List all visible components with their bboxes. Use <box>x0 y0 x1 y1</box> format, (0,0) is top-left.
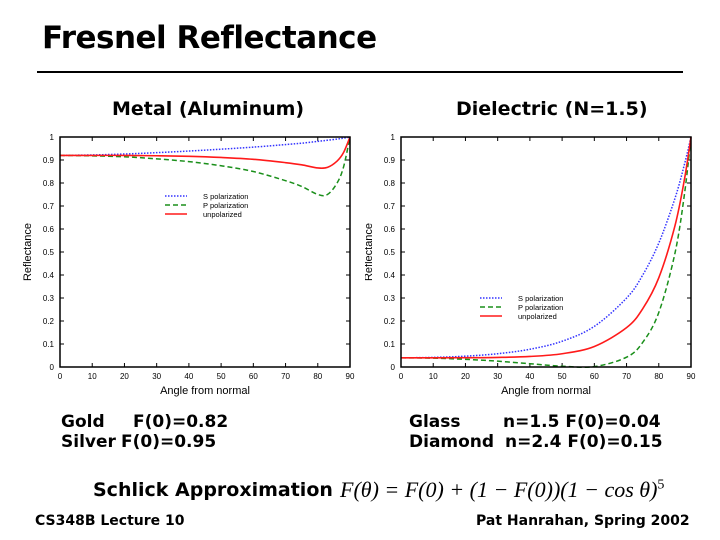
s-polarization-line <box>400 136 692 359</box>
y-tick-label: 0.4 <box>384 271 396 280</box>
y-tick-label: 0.9 <box>43 156 55 165</box>
x-tick-label: 20 <box>120 372 129 381</box>
slide-title: Fresnel Reflectance <box>42 20 377 56</box>
gold-value: F(0)=0.82 <box>133 412 229 432</box>
x-tick-label: 10 <box>88 372 97 381</box>
y-tick-label: 0.7 <box>43 202 55 211</box>
schlick-formula: F(θ) = F(0) + (1 − F(0))(1 − cos θ)5 <box>340 477 664 503</box>
x-tick-label: 80 <box>313 372 322 381</box>
x-tick-label: 70 <box>622 372 631 381</box>
legend-label: unpolarized <box>203 210 242 219</box>
x-tick-label: 50 <box>217 372 226 381</box>
y-tick-label: 1 <box>50 133 55 142</box>
y-axis-label: Reflectance <box>22 223 34 281</box>
p-polarization-line <box>400 136 692 369</box>
y-tick-label: 0 <box>391 363 396 372</box>
x-tick-label: 0 <box>399 372 404 381</box>
x-tick-label: 40 <box>525 372 534 381</box>
title-divider <box>37 71 683 73</box>
y-tick-label: 0.9 <box>384 156 396 165</box>
schlick-exponent: 5 <box>657 477 665 493</box>
x-tick-label: 50 <box>558 372 567 381</box>
y-tick-label: 0.3 <box>384 294 396 303</box>
x-tick-label: 90 <box>346 372 355 381</box>
y-tick-label: 0.2 <box>43 317 55 326</box>
diamond-name: Diamond <box>409 432 495 452</box>
x-tick-label: 30 <box>152 372 161 381</box>
y-tick-label: 0.5 <box>384 248 396 257</box>
metal-reflectance-chart: 0 10 20 30 40 50 60 70 80 90 0 0.1 0.2 0.3 0.4 0.5 0.6 0.… <box>22 133 355 397</box>
legend-label: P polarization <box>518 303 563 312</box>
diamond-value: n=2.4 F(0)=0.15 <box>505 432 663 452</box>
y-tick-label: 0.2 <box>384 317 396 326</box>
y-tick-label: 0.3 <box>43 294 55 303</box>
unpolarized-line <box>400 136 692 359</box>
metal-heading: Metal (Aluminum) <box>112 98 305 120</box>
x-tick-label: 70 <box>281 372 290 381</box>
gold-name: Gold <box>61 412 105 432</box>
x-tick-label: 90 <box>687 372 696 381</box>
y-axis-label: Reflectance <box>365 223 375 281</box>
glass-name: Glass <box>409 412 461 432</box>
x-tick-label: 20 <box>461 372 470 381</box>
x-tick-label: 0 <box>58 372 63 381</box>
y-tick-label: 0.4 <box>43 271 55 280</box>
y-tick-label: 0.6 <box>384 225 396 234</box>
x-tick-label: 30 <box>493 372 502 381</box>
glass-value: n=1.5 F(0)=0.04 <box>503 412 661 432</box>
legend-label: S polarization <box>203 192 248 201</box>
legend-label: unpolarized <box>518 312 557 321</box>
y-tick-label: 0.1 <box>43 340 55 349</box>
dielectric-heading: Dielectric (N=1.5) <box>456 98 648 120</box>
x-tick-label: 60 <box>249 372 258 381</box>
x-axis-label: Angle from normal <box>160 385 250 397</box>
x-tick-label: 10 <box>429 372 438 381</box>
x-tick-label: 40 <box>184 372 193 381</box>
y-tick-label: 1 <box>391 133 396 142</box>
plot-frame <box>59 136 351 368</box>
y-tick-label: 0.8 <box>43 179 55 188</box>
footer-author: Pat Hanrahan, Spring 2002 <box>476 513 690 529</box>
legend-label: P polarization <box>203 201 248 210</box>
x-tick-label: 80 <box>654 372 663 381</box>
x-axis-label: Angle from normal <box>501 385 591 397</box>
x-tick-label: 60 <box>590 372 599 381</box>
legend-label: S polarization <box>518 294 563 303</box>
schlick-label: Schlick Approximation <box>93 479 333 501</box>
s-polarization-line <box>59 136 351 157</box>
y-tick-label: 0.8 <box>384 179 396 188</box>
y-tick-label: 0.6 <box>43 225 55 234</box>
footer-lecture: CS348B Lecture 10 <box>35 513 185 529</box>
silver-name: Silver <box>61 432 116 452</box>
p-polarization-line <box>59 136 351 197</box>
schlick-formula-text: F(θ) = F(0) + (1 − F(0))(1 − cos θ) <box>340 477 658 502</box>
y-tick-label: 0.1 <box>384 340 396 349</box>
y-tick-label: 0 <box>50 363 55 372</box>
silver-value: F(0)=0.95 <box>121 432 217 452</box>
plot-frame <box>400 136 692 368</box>
dielectric-reflectance-chart: 0 10 20 30 40 50 60 70 80 90 0 0.1 0.2 0.3 0.4 0.5 0.6 0.… <box>365 133 696 397</box>
y-tick-label: 0.5 <box>43 248 55 257</box>
unpolarized-line <box>60 136 351 170</box>
y-tick-label: 0.7 <box>384 202 396 211</box>
